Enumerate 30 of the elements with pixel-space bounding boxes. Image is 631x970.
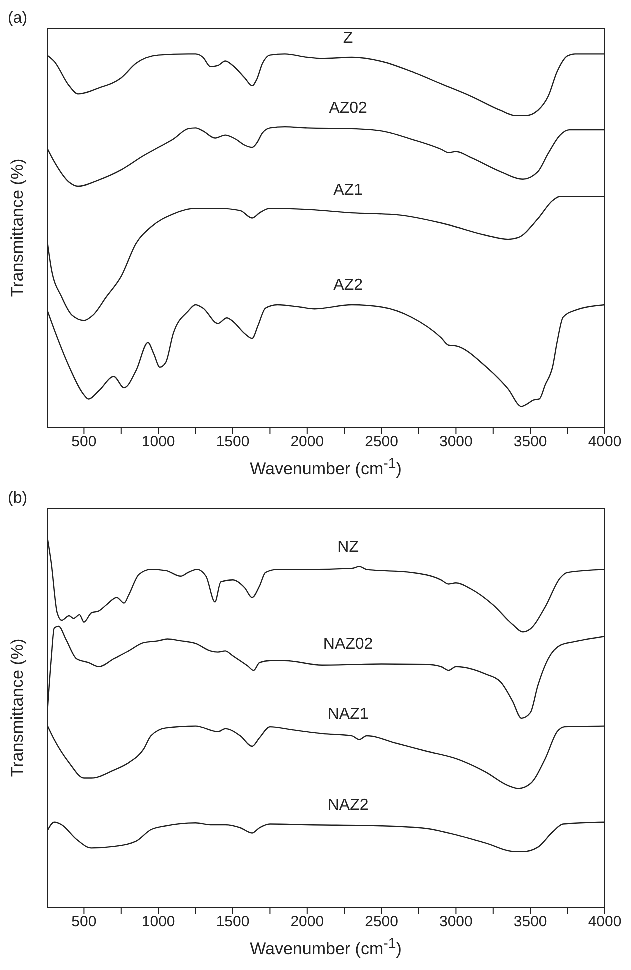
x-tick-label: 2000 (290, 434, 324, 451)
x-tick-label: 1000 (142, 434, 176, 451)
y-axis-title: Transmittance (%) (8, 158, 28, 298)
series-label: NZ (336, 538, 360, 557)
x-tick-label: 500 (72, 914, 97, 931)
x-tick-label: 2500 (365, 434, 398, 451)
x-tick-label: 1500 (216, 914, 250, 931)
x-tick-label: 3500 (514, 914, 548, 931)
series-label: AZ2 (332, 277, 364, 295)
series-label: NAZ1 (326, 706, 370, 724)
x-tick-label: 1000 (142, 914, 176, 931)
x-tick-label: 2500 (365, 914, 398, 931)
x-axis-title: Wavenumber (cm$^{-1}$) (249, 936, 403, 960)
x-tick-label: 4000 (588, 434, 622, 451)
x-tick-label: 4000 (588, 914, 622, 931)
y-axis-title: Transmittance (%) (8, 638, 28, 778)
x-tick-label: 3000 (440, 434, 473, 451)
x-axis-title: Wavenumber (cm$^{-1}$) (249, 456, 403, 480)
series-label: AZ02 (328, 100, 368, 118)
x-tick-label: 2000 (290, 914, 324, 931)
x-tick-label: 3500 (514, 434, 548, 451)
x-tick-label: 1500 (216, 434, 250, 451)
chart-title: (a) (8, 10, 28, 28)
x-tick-label: 3000 (440, 914, 473, 931)
series-label: NAZ2 (326, 797, 370, 815)
chart-title: (b) (8, 490, 28, 508)
series-label: Z (342, 30, 354, 48)
x-tick-label: 500 (72, 434, 97, 451)
series-label: NAZ02 (322, 636, 374, 654)
series-label: AZ1 (332, 182, 364, 200)
